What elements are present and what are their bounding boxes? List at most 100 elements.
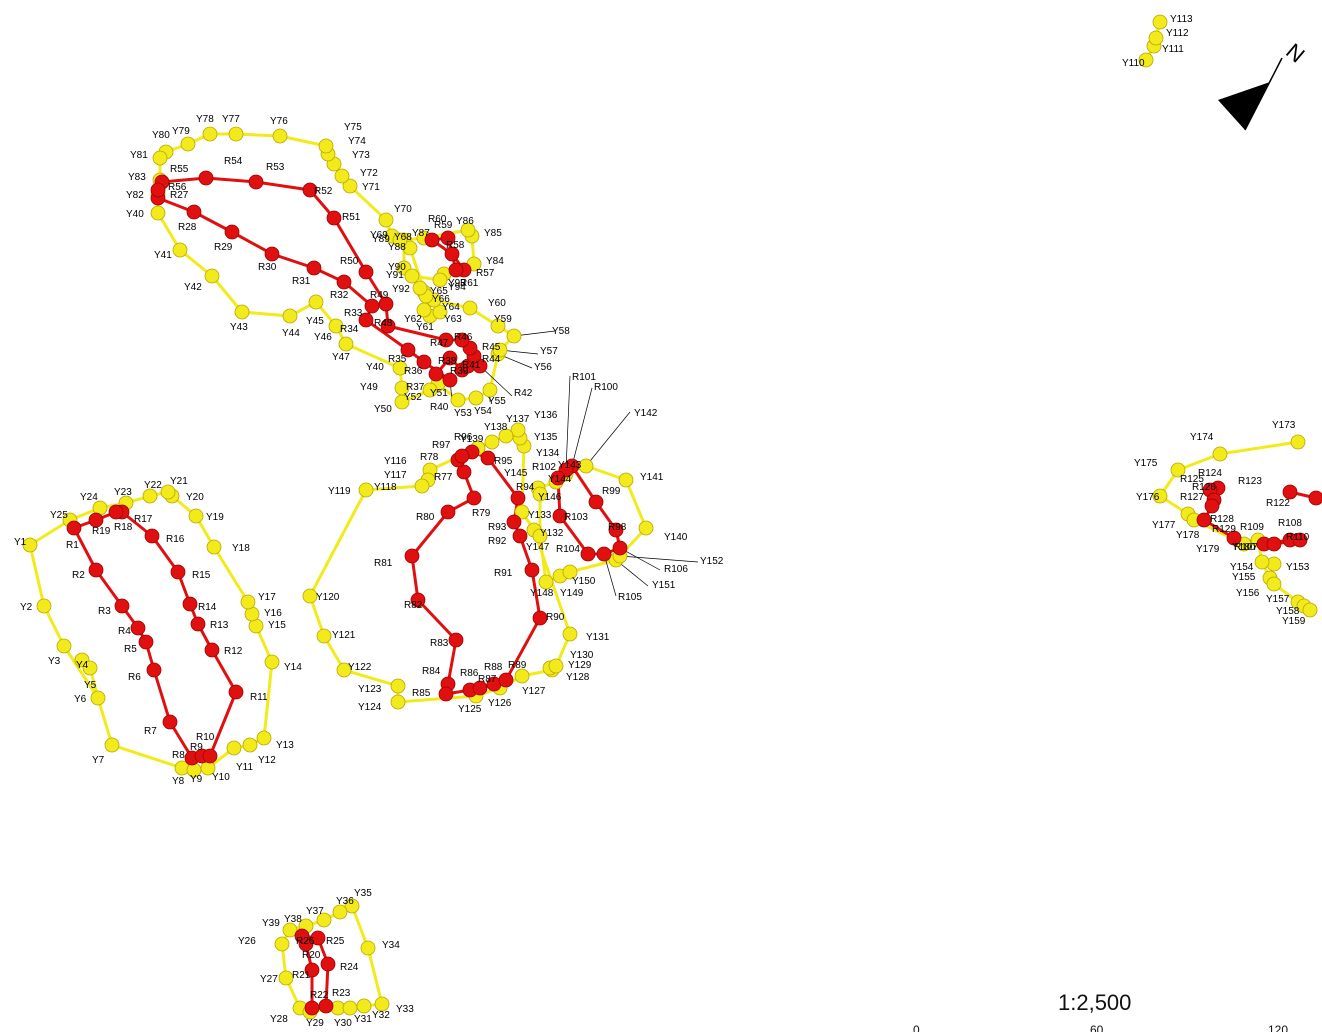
- label-R13: R13: [210, 620, 229, 631]
- point-R4: [130, 620, 146, 636]
- label-Y26: Y26: [238, 936, 256, 947]
- label-R59: R59: [434, 220, 453, 231]
- label-Y23: Y23: [114, 487, 132, 498]
- scale-tick-60: 60: [1090, 1023, 1104, 1032]
- point-R32: [336, 274, 352, 290]
- point-R95: [480, 450, 496, 466]
- label-Y119: Y119: [328, 486, 351, 497]
- label-Y88: Y88: [388, 242, 406, 253]
- label-R54: R54: [224, 156, 243, 167]
- label-R101: R101: [572, 372, 596, 383]
- point-R90: [532, 610, 548, 626]
- label-R25: R25: [326, 936, 345, 947]
- label-Y79: Y79: [172, 126, 190, 137]
- label-R35: R35: [388, 354, 407, 365]
- label-Y129: Y129: [568, 660, 592, 671]
- label-R85: R85: [412, 688, 431, 699]
- label-Y22: Y22: [144, 480, 162, 491]
- leader-line-Y142: [585, 411, 631, 467]
- label-Y57: Y57: [540, 346, 558, 357]
- north-arrow-icon: [1218, 82, 1270, 130]
- label-R89: R89: [508, 660, 527, 671]
- label-R40: R40: [430, 402, 449, 413]
- label-R94: R94: [516, 482, 535, 493]
- point-Y113: [1152, 14, 1168, 30]
- point-R15: [170, 564, 186, 580]
- leader-line-Y152: [619, 555, 699, 563]
- point-Y120: [302, 588, 318, 604]
- point-Y159: [1302, 602, 1318, 618]
- label-Y17: Y17: [258, 592, 276, 603]
- label-Y130: Y130: [570, 650, 594, 661]
- leader-line-R106: [619, 547, 661, 571]
- label-Y1: Y1: [14, 537, 27, 548]
- point-R89: [498, 672, 514, 688]
- point-R53: [248, 174, 264, 190]
- label-Y154: Y154: [1230, 562, 1254, 573]
- point-R19: [88, 512, 104, 528]
- label-Y144: Y144: [548, 474, 572, 485]
- point-Y12: [242, 737, 258, 753]
- label-R24: R24: [340, 962, 359, 973]
- label-R47: R47: [430, 338, 449, 349]
- label-Y54: Y54: [474, 406, 492, 417]
- point-R59: [440, 230, 456, 246]
- label-Y175: Y175: [1134, 458, 1158, 469]
- point-R122: [1308, 490, 1322, 506]
- point-R6: [146, 662, 162, 678]
- point-R24: [320, 956, 336, 972]
- label-Y72: Y72: [360, 168, 378, 179]
- point-Y22: [142, 488, 158, 504]
- label-R12: R12: [224, 646, 243, 657]
- label-Y177: Y177: [1152, 520, 1176, 531]
- point-Y63: [432, 304, 448, 320]
- label-Y113: Y113: [1170, 14, 1193, 25]
- point-Y147: [532, 528, 548, 544]
- label-Y92: Y92: [392, 284, 410, 295]
- point-R10: [202, 748, 218, 764]
- label-R37: R37: [406, 382, 425, 393]
- label-R6: R6: [128, 672, 141, 683]
- point-Y39: [282, 922, 298, 938]
- label-R82: R82: [404, 600, 423, 611]
- label-Y13: Y13: [276, 740, 294, 751]
- label-Y122: Y122: [348, 662, 372, 673]
- label-Y19: Y19: [206, 512, 224, 523]
- label-Y135: Y135: [534, 432, 558, 443]
- label-Y179: Y179: [1196, 544, 1220, 555]
- point-Y45: [308, 294, 324, 310]
- label-Y116: Y116: [384, 456, 407, 467]
- point-Y81: [152, 150, 168, 166]
- label-R51: R51: [342, 212, 361, 223]
- label-Y180: Y180: [1232, 542, 1256, 553]
- label-Y7: Y7: [92, 755, 105, 766]
- label-R53: R53: [266, 162, 285, 173]
- point-Y50: [394, 394, 410, 410]
- label-R4: R4: [118, 626, 131, 637]
- label-R125: R125: [1180, 474, 1204, 485]
- point-Y137: [498, 428, 514, 444]
- label-Y178: Y178: [1176, 530, 1200, 541]
- label-R41: R41: [462, 360, 481, 371]
- leader-line-R101: [565, 375, 571, 471]
- label-Y24: Y24: [80, 492, 98, 503]
- label-R78: R78: [420, 452, 439, 463]
- point-Y6: [90, 690, 106, 706]
- point-Y14: [264, 654, 280, 670]
- label-R33: R33: [344, 308, 363, 319]
- point-R48: [380, 318, 396, 334]
- point-Y32: [356, 998, 372, 1014]
- label-Y173: Y173: [1272, 420, 1296, 431]
- point-Y47: [338, 336, 354, 352]
- label-Y66: Y66: [432, 294, 450, 305]
- point-R12: [204, 642, 220, 658]
- point-Y11: [226, 740, 242, 756]
- point-R25: [310, 930, 326, 946]
- label-Y118: Y118: [374, 482, 397, 493]
- label-R122: R122: [1266, 498, 1290, 509]
- label-R100: R100: [594, 382, 618, 393]
- label-R58: R58: [446, 240, 465, 251]
- point-Y17: [240, 594, 256, 610]
- point-R34: [358, 312, 374, 328]
